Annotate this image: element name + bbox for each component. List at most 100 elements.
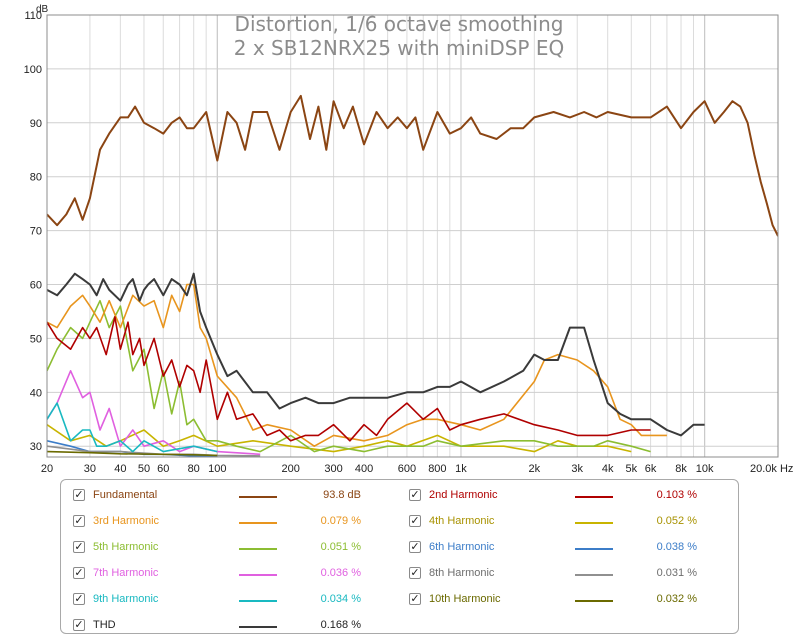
legend-checkbox-5th-harmonic[interactable]: ✓ <box>73 540 85 553</box>
legend-swatch <box>239 600 277 602</box>
legend-item-9th-harmonic: ✓ 9th Harmonic 0.034 % <box>73 590 373 610</box>
x-tick-label: 20.0k Hz <box>750 463 793 475</box>
tick-labels: 30 40 50 60 70 80 90 100 110 20 30 40 50 60 80 100 200 30… <box>24 10 794 475</box>
legend-item-7th-harmonic: ✓ 7th Harmonic 0.036 % <box>73 564 373 584</box>
legend-value: 0.168 % <box>320 619 361 631</box>
x-tick-label: 400 <box>355 463 373 475</box>
legend-checkbox-4th-harmonic[interactable]: ✓ <box>409 514 421 527</box>
x-tick-label: 10k <box>696 463 714 475</box>
y-tick-label: 70 <box>30 226 42 238</box>
legend-panel: ✓ Fundamental 93.8 dB ✓ 3rd Harmonic 0.079 % ✓… <box>60 479 739 634</box>
legend-checkbox-thd[interactable]: ✓ <box>73 618 85 631</box>
legend-checkbox-2nd-harmonic[interactable]: ✓ <box>409 488 421 501</box>
legend-checkbox-9th-harmonic[interactable]: ✓ <box>73 592 85 605</box>
y-tick-label: 110 <box>24 10 42 22</box>
chart-subtitle: 2 x SB12NRX25 with miniDSP EQ <box>234 36 564 60</box>
x-tick-label: 2k <box>529 463 541 475</box>
legend-swatch <box>239 522 277 524</box>
legend-swatch <box>239 548 277 550</box>
legend-item-6th-harmonic: ✓ 6th Harmonic 0.038 % <box>409 538 709 558</box>
y-tick-label: 80 <box>30 172 42 184</box>
legend-value: 0.034 % <box>320 593 361 605</box>
legend-checkbox-10th-harmonic[interactable]: ✓ <box>409 592 421 605</box>
legend-value: 93.8 dB <box>323 489 361 501</box>
grid-lines <box>46 14 779 457</box>
legend-label: THD <box>93 619 116 631</box>
x-tick-label: 8k <box>675 463 687 475</box>
legend-swatch <box>239 496 277 498</box>
x-tick-label: 100 <box>208 463 226 475</box>
legend-value: 0.038 % <box>656 541 697 553</box>
legend-checkbox-7th-harmonic[interactable]: ✓ <box>73 566 85 579</box>
legend-label: 3rd Harmonic <box>93 515 160 527</box>
plot-area <box>47 15 778 457</box>
3rd-harmonic-line <box>47 283 667 448</box>
x-tick-label: 200 <box>281 463 299 475</box>
x-tick-label: 80 <box>188 463 200 475</box>
x-tick-label: 50 <box>138 463 150 475</box>
y-tick-label: 100 <box>24 64 42 76</box>
legend-value: 0.051 % <box>320 541 361 553</box>
legend-swatch <box>239 574 277 576</box>
legend-checkbox-fundamental[interactable]: ✓ <box>73 488 85 501</box>
y-tick-label: 40 <box>30 387 42 399</box>
distortion-chart: 30 40 50 60 70 80 90 100 110 20 30 40 50 60 80 100 200 30… <box>24 4 794 475</box>
legend-label: 7th Harmonic <box>93 567 159 579</box>
thd-line <box>47 272 705 437</box>
series-lines <box>47 94 778 457</box>
x-tick-label: 5k <box>625 463 637 475</box>
7th-harmonic-line <box>47 369 261 456</box>
x-tick-label: 600 <box>398 463 416 475</box>
legend-item-fundamental: ✓ Fundamental 93.8 dB <box>73 486 373 506</box>
y-tick-label: 30 <box>30 441 42 453</box>
legend-label: 5th Harmonic <box>93 541 159 553</box>
legend-value: 0.079 % <box>320 515 361 527</box>
legend-item-10th-harmonic: ✓ 10th Harmonic 0.032 % <box>409 590 709 610</box>
x-tick-label: 3k <box>571 463 583 475</box>
y-axis-label: dB <box>36 4 49 15</box>
legend-value: 0.032 % <box>656 593 697 605</box>
legend-item-4th-harmonic: ✓ 4th Harmonic 0.052 % <box>409 512 709 532</box>
legend-checkbox-8th-harmonic[interactable]: ✓ <box>409 566 421 579</box>
legend-label: 4th Harmonic <box>429 515 495 527</box>
legend-checkbox-3rd-harmonic[interactable]: ✓ <box>73 514 85 527</box>
legend-value: 0.103 % <box>656 489 697 501</box>
y-tick-label: 90 <box>30 118 42 130</box>
x-tick-label: 1k <box>455 463 467 475</box>
legend-item-8th-harmonic: ✓ 8th Harmonic 0.031 % <box>409 564 709 584</box>
10th-harmonic-line <box>47 450 218 457</box>
x-tick-label: 300 <box>324 463 342 475</box>
legend-item-thd: ✓ THD 0.168 % <box>73 616 373 636</box>
x-tick-label: 4k <box>602 463 614 475</box>
legend-swatch <box>575 600 613 602</box>
legend-swatch <box>239 626 277 628</box>
legend-value: 0.052 % <box>656 515 697 527</box>
plot-frame <box>46 14 779 458</box>
y-tick-label: 60 <box>30 280 42 292</box>
x-tick-label: 6k <box>645 463 657 475</box>
legend-label: Fundamental <box>93 489 158 501</box>
legend-checkbox-6th-harmonic[interactable]: ✓ <box>409 540 421 553</box>
legend-label: 10th Harmonic <box>429 593 501 605</box>
legend-item-2nd-harmonic: ✓ 2nd Harmonic 0.103 % <box>409 486 709 506</box>
legend-item-5th-harmonic: ✓ 5th Harmonic 0.051 % <box>73 538 373 558</box>
legend-label: 8th Harmonic <box>429 567 495 579</box>
5th-harmonic-line <box>47 299 651 453</box>
legend-label: 9th Harmonic <box>93 593 159 605</box>
legend-label: 2nd Harmonic <box>429 489 498 501</box>
legend-label: 6th Harmonic <box>429 541 495 553</box>
9th-harmonic-line <box>47 402 218 453</box>
x-tick-label: 20 <box>41 463 53 475</box>
chart-title: Distortion, 1/6 octave smoothing <box>235 12 564 36</box>
y-tick-label: 50 <box>30 333 42 345</box>
x-tick-label: 40 <box>114 463 126 475</box>
legend-value: 0.031 % <box>656 567 697 579</box>
fundamental-line <box>47 94 778 237</box>
legend-value: 0.036 % <box>320 567 361 579</box>
x-tick-label: 60 <box>157 463 169 475</box>
x-tick-label: 800 <box>428 463 446 475</box>
legend-swatch <box>575 574 613 576</box>
legend-swatch <box>575 522 613 524</box>
legend-swatch <box>575 548 613 550</box>
x-tick-label: 30 <box>84 463 96 475</box>
